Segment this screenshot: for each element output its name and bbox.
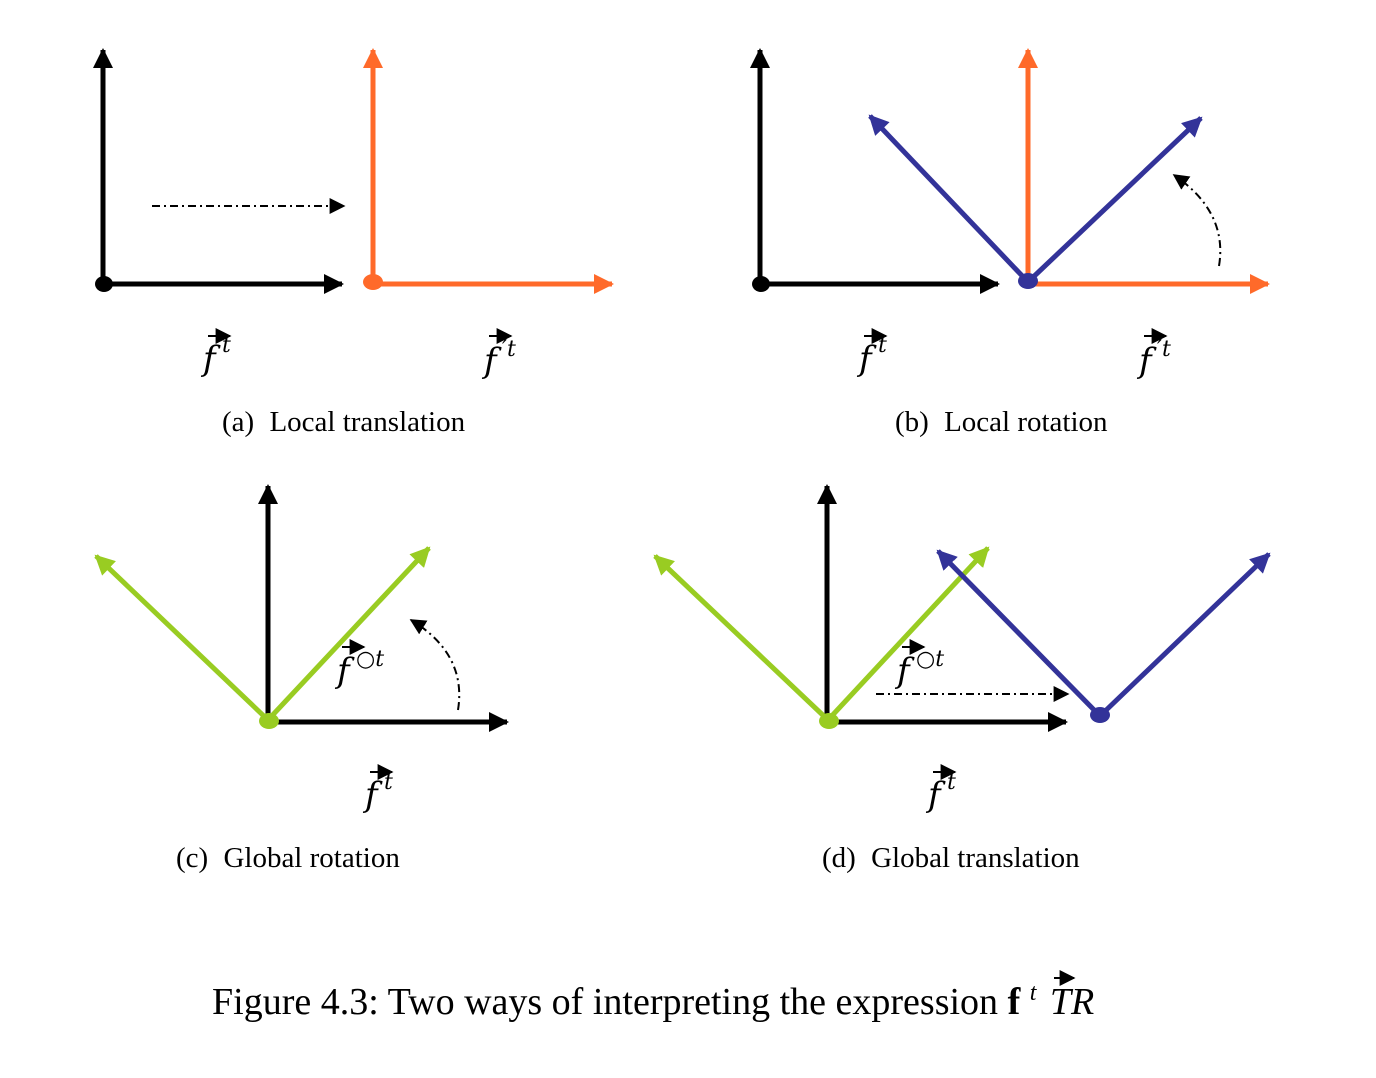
panel-c: f ○t f t (c) Global rotation [94, 484, 509, 874]
svg-text:′t: ′t [1157, 337, 1171, 362]
rotated-frame-origin [259, 713, 279, 729]
svg-text:f: f [925, 775, 946, 815]
svg-text:○t: ○t [916, 647, 944, 672]
rotated-frame-origin [1018, 273, 1038, 289]
panel-a-caption: (a) Local translation [222, 406, 466, 438]
label-f-t: f t [362, 764, 394, 815]
rotation-arrow [409, 619, 461, 711]
label-f-circ-t: f ○t [894, 639, 944, 691]
figure-caption: Figure 4.3: Two ways of interpreting the… [212, 967, 1094, 1023]
svg-text:f: f [1136, 341, 1157, 381]
svg-text:f: f [334, 651, 355, 691]
svg-text:t: t [222, 333, 231, 358]
panel-c-caption: (c) Global rotation [176, 842, 400, 874]
label-f-circ-t: f ○t [334, 639, 384, 691]
rotation-arrow [1172, 174, 1222, 267]
rotated-frame-origin [819, 713, 839, 729]
panel-b: f t f ′t (b) Local rotation [750, 48, 1270, 438]
panel-a: f t f ′t (a) Local translation [93, 48, 614, 438]
rotated-axis-right [1026, 116, 1203, 284]
svg-text:f: f [481, 341, 502, 381]
translated-axis-right [1098, 552, 1271, 718]
translated-axis-left [936, 549, 1102, 718]
frame-f-prime-origin [363, 274, 383, 290]
svg-text:Figure 4.3: Two ways of interp: Figure 4.3: Two ways of interpreting the… [212, 967, 1094, 1023]
frame-f-origin [95, 276, 113, 292]
frame-f-origin [752, 276, 770, 292]
label-f-prime-t: f ′t [1136, 328, 1171, 381]
svg-text:t: t [384, 770, 393, 795]
label-f-prime-t: f ′t [481, 328, 516, 381]
svg-text:f: f [362, 775, 383, 815]
panel-b-caption: (b) Local rotation [895, 406, 1108, 438]
label-f-t: f t [200, 328, 232, 379]
label-f-t: f t [925, 764, 957, 815]
rotated-axis-left [94, 554, 270, 722]
rotated-axis-left [653, 554, 830, 722]
svg-text:f: f [894, 651, 915, 691]
svg-text:t: t [878, 333, 887, 358]
rotated-axis-right [266, 546, 431, 722]
rotated-axis-left [868, 114, 1030, 284]
svg-text:′t: ′t [502, 337, 516, 362]
panel-d: f ○t f t (d) Global translation [653, 484, 1271, 874]
translated-frame-origin [1090, 707, 1110, 723]
svg-text:○t: ○t [356, 647, 384, 672]
panel-d-caption: (d) Global translation [822, 842, 1080, 874]
svg-text:f: f [200, 339, 221, 379]
svg-text:t: t [947, 770, 956, 795]
svg-text:f: f [856, 339, 877, 379]
label-f-t: f t [856, 328, 888, 379]
